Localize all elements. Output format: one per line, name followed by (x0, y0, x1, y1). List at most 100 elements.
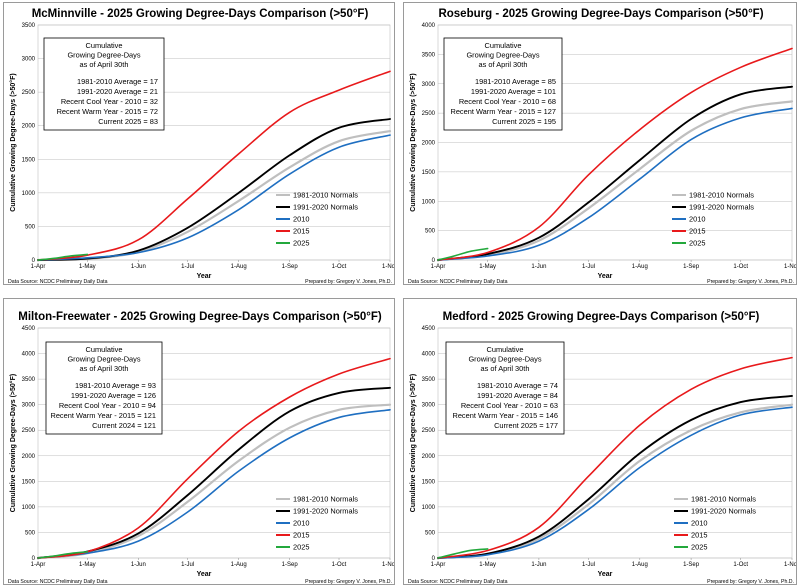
y-axis-label: Cumulative Growing Degree-Days (>50°F) (409, 73, 417, 211)
y-tick-label: 3000 (22, 403, 36, 409)
credit-note: Prepared by: Gregory V. Jones, Ph.D. (707, 279, 794, 285)
info-box-line: as of April 30th (481, 364, 530, 373)
x-tick-label: 1-Jun (531, 562, 546, 568)
y-tick-label: 4500 (22, 326, 36, 332)
series-line-1991-2020-normals (437, 85, 793, 261)
info-box-line: Recent Warm Year - 2015 = 127 (450, 107, 556, 116)
x-tick-label: 1-Aug (632, 562, 648, 568)
y-axis-label: Cumulative Growing Degree-Days (>50°F) (409, 374, 417, 512)
info-box-line: Growing Degree-Days (466, 51, 539, 60)
x-tick-label: 1-Jun (531, 264, 546, 270)
x-tick-label: 1-Sep (282, 264, 299, 270)
credit-note: Prepared by: Gregory V. Jones, Ph.D. (707, 579, 794, 585)
x-tick-label: 1-Aug (632, 264, 648, 270)
legend-label: 2025 (691, 543, 707, 552)
info-box-line: Cumulative (86, 41, 123, 50)
y-tick-label: 1500 (422, 170, 436, 176)
x-tick-label: 1-Jul (181, 264, 194, 270)
info-box-line: Recent Warm Year - 2015 = 121 (50, 411, 156, 420)
y-tick-label: 0 (32, 556, 36, 562)
series-line-2010 (437, 107, 793, 261)
y-tick-label: 3500 (22, 377, 36, 383)
y-tick-label: 3500 (22, 23, 36, 29)
info-box-line: Growing Degree-Days (67, 51, 140, 60)
x-tick-label: 1-Oct (332, 562, 347, 568)
legend-label: 1991-2020 Normals (293, 203, 358, 212)
x-tick-label: 1-Oct (733, 264, 748, 270)
info-box-line: Recent Warm Year - 2015 = 72 (57, 107, 158, 116)
y-tick-label: 1500 (422, 479, 436, 485)
y-tick-label: 500 (425, 229, 436, 235)
legend-label: 1991-2020 Normals (691, 507, 756, 516)
legend-label: 2025 (293, 239, 309, 248)
series-line-2025 (37, 253, 89, 261)
info-box-line: Current 2025 = 177 (494, 421, 558, 430)
x-tick-label: 1-Oct (733, 562, 748, 568)
info-box (43, 37, 165, 131)
x-tick-label: 1-Jun (131, 264, 146, 270)
chart-title: McMinnville - 2025 Growing Degree-Days C… (32, 8, 369, 20)
info-box-line: Recent Warm Year - 2015 = 146 (452, 411, 558, 420)
legend-label: 1981-2010 Normals (689, 191, 754, 200)
series-line-2010 (437, 406, 793, 559)
data-source-note: Data Source: NCDC Preliminary Daily Data (8, 279, 108, 285)
info-box (443, 37, 563, 131)
x-axis-label: Year (598, 273, 613, 280)
y-tick-label: 500 (425, 530, 436, 536)
legend-label: 2010 (293, 519, 309, 528)
y-tick-label: 2500 (22, 90, 36, 96)
y-tick-label: 4500 (422, 326, 436, 332)
x-tick-label: 1-Nov (784, 562, 797, 568)
legend-label: 1981-2010 Normals (293, 495, 358, 504)
y-tick-label: 0 (432, 258, 436, 264)
series-line-2015 (37, 70, 391, 261)
info-box-line: Current 2025 = 195 (492, 117, 556, 126)
x-tick-label: 1-Sep (683, 264, 700, 270)
series-line-2015 (37, 357, 391, 559)
info-box-line: 1981-2010 Average = 85 (475, 77, 556, 86)
x-tick-label: 1-Oct (332, 264, 347, 270)
info-box-line: Cumulative (485, 41, 522, 50)
y-tick-label: 2000 (22, 454, 36, 460)
y-tick-label: 1000 (22, 191, 36, 197)
series-line-2025 (37, 551, 89, 559)
x-tick-label: 1-Apr (31, 264, 46, 270)
info-box-line: 1991-2020 Average = 101 (471, 87, 556, 96)
x-tick-label: 1-Jun (131, 562, 146, 568)
y-axis-label: Cumulative Growing Degree-Days (>50°F) (9, 374, 17, 512)
chart-panel-milton-freewater: Milton-Freewater - 2025 Growing Degree-D… (3, 298, 395, 585)
legend-label: 2010 (691, 519, 707, 528)
x-tick-label: 1-Apr (31, 562, 46, 568)
chart-panel-roseburg: Roseburg - 2025 Growing Degree-Days Comp… (403, 2, 797, 285)
x-tick-label: 1-Aug (231, 264, 247, 270)
info-box-line: as of April 30th (479, 60, 528, 69)
x-tick-label: 1-Aug (231, 562, 247, 568)
y-tick-label: 4000 (422, 352, 436, 358)
info-box-line: Recent Cool Year - 2010 = 63 (461, 401, 558, 410)
y-tick-label: 3500 (422, 377, 436, 383)
x-tick-label: 1-May (479, 562, 496, 568)
info-box-line: Growing Degree-Days (67, 355, 140, 364)
y-tick-label: 500 (25, 224, 36, 230)
legend-label: 1991-2020 Normals (689, 203, 754, 212)
info-box-line: 1991-2020 Average = 126 (71, 391, 156, 400)
x-tick-label: 1-Apr (431, 562, 446, 568)
data-source-note: Data Source: NCDC Preliminary Daily Data (8, 579, 108, 585)
info-box-line: Recent Cool Year - 2010 = 94 (59, 401, 156, 410)
data-source-note: Data Source: NCDC Preliminary Daily Data (408, 579, 508, 585)
series-line-2025 (437, 247, 489, 261)
series-line-2010 (37, 408, 391, 559)
data-source-note: Data Source: NCDC Preliminary Daily Data (408, 279, 508, 285)
y-tick-label: 1000 (422, 505, 436, 511)
info-box-line: Current 2024 = 121 (92, 421, 156, 430)
series-line-2010 (37, 134, 391, 261)
y-tick-label: 2000 (422, 454, 436, 460)
series-line-1991-2020-normals (437, 395, 793, 559)
info-box-line: Growing Degree-Days (468, 355, 541, 364)
x-tick-label: 1-Nov (382, 562, 395, 568)
info-box-line: Cumulative (487, 345, 524, 354)
info-box-line: 1991-2020 Average = 84 (477, 391, 558, 400)
legend-label: 2010 (293, 215, 309, 224)
series-line-1981-2010-normals (436, 100, 794, 262)
info-box (445, 341, 565, 435)
